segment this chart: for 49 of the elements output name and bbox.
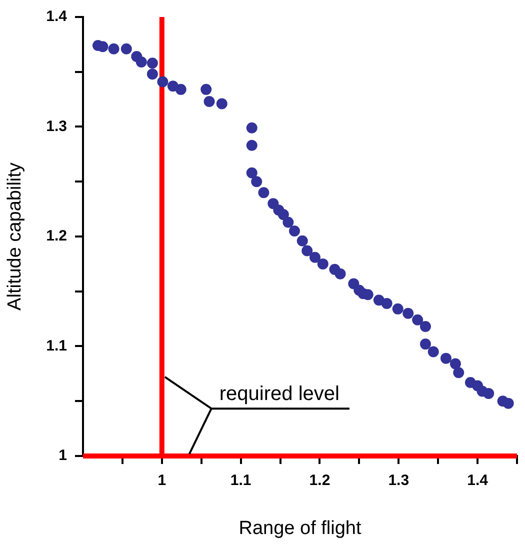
x-tick-label: 1.3 <box>388 472 410 490</box>
point <box>296 235 308 246</box>
x-tick-label: 1.2 <box>309 472 330 490</box>
point <box>175 84 186 95</box>
point <box>381 298 392 309</box>
point <box>157 76 168 88</box>
x-tick-label: 1 <box>158 472 166 490</box>
point <box>146 68 158 80</box>
point <box>392 303 404 314</box>
ref-line-label: required level <box>219 383 340 406</box>
point <box>317 258 328 270</box>
point <box>420 320 431 332</box>
point <box>440 352 452 364</box>
point <box>120 43 132 54</box>
point <box>420 338 431 350</box>
point <box>278 209 289 220</box>
x-tick-label: 1.4 <box>467 472 489 490</box>
y-tick-label: 1.1 <box>46 337 67 354</box>
point <box>246 140 258 151</box>
point <box>136 56 147 68</box>
point <box>402 308 414 319</box>
point <box>334 268 346 280</box>
point <box>246 167 258 178</box>
point <box>200 84 212 95</box>
point <box>302 245 313 256</box>
x-tick-label: 1.1 <box>230 472 252 490</box>
point <box>251 176 262 188</box>
y-axis-title: Altitude capability <box>4 162 26 310</box>
point <box>453 367 464 378</box>
point <box>502 398 514 409</box>
point <box>216 98 228 110</box>
point <box>246 122 258 134</box>
y-tick-label: 1.3 <box>46 118 67 135</box>
point <box>412 314 424 326</box>
y-tick-label: 1.2 <box>46 228 67 245</box>
point <box>288 226 300 237</box>
point <box>450 358 461 370</box>
point <box>204 96 215 108</box>
point <box>428 346 439 358</box>
point <box>309 252 320 263</box>
point <box>108 43 120 54</box>
y-tick-label: 1.4 <box>46 8 68 26</box>
y-tick-label: 1 <box>58 447 67 464</box>
point <box>146 58 158 69</box>
point <box>348 278 360 290</box>
point <box>282 216 294 228</box>
point <box>483 388 494 399</box>
x-axis-title: Range of flight <box>238 518 362 539</box>
point <box>258 187 270 198</box>
